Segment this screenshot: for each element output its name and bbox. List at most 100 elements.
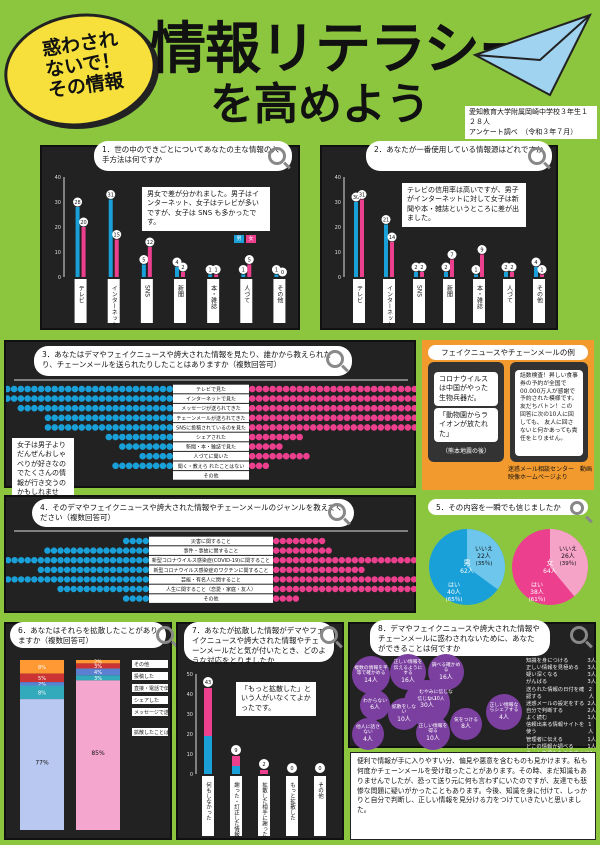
stack-segment bbox=[76, 660, 120, 664]
dot-female bbox=[370, 385, 378, 393]
bar-value-bubble bbox=[112, 230, 122, 239]
bar-value: 2 bbox=[181, 265, 184, 271]
bar bbox=[474, 274, 478, 277]
dot-male bbox=[83, 576, 90, 583]
dot-female bbox=[323, 385, 331, 393]
row-label: SNSに投稿されているのを見た bbox=[176, 424, 246, 431]
dot-female bbox=[262, 424, 270, 431]
q8-list-item: 管理者に伝える 1人 bbox=[526, 737, 596, 744]
dot-male bbox=[77, 547, 84, 554]
dot-female bbox=[357, 385, 364, 393]
dot-female bbox=[377, 404, 385, 412]
dot-male bbox=[142, 547, 149, 554]
dot-male bbox=[64, 404, 72, 412]
stack-pct: 3% bbox=[94, 676, 102, 682]
bar-value-bubble bbox=[477, 245, 487, 254]
q7-chart: 0 10 20 30 40 50 43 何もしなかった 9 謝った・訂正した情報を調べた 2 拡散した… bbox=[187, 672, 326, 840]
q7-panel: 7．あなたが拡散した情報がデマやフェイクニュースや誇大された情報やチェーンメール… bbox=[176, 622, 344, 840]
bar bbox=[108, 199, 113, 277]
dot-female bbox=[249, 443, 256, 450]
legend-label: シェアした bbox=[134, 698, 159, 704]
dot-female bbox=[350, 395, 358, 402]
dot-male bbox=[91, 404, 99, 412]
dot-male bbox=[70, 566, 77, 573]
q1-title: 1．世の中のできごとについてあなたの主な情報の入手方法は何ですか bbox=[94, 141, 292, 171]
dot-male bbox=[146, 385, 153, 393]
dot-male bbox=[10, 395, 18, 402]
dot-female bbox=[262, 414, 270, 422]
dot-female bbox=[391, 414, 398, 422]
bar-value: 1 bbox=[474, 268, 477, 274]
dot-male bbox=[125, 462, 133, 470]
dot-male bbox=[17, 404, 25, 412]
bar bbox=[208, 274, 213, 277]
bar-value: 31 bbox=[108, 193, 114, 199]
dot-female bbox=[345, 566, 352, 573]
dot-male bbox=[136, 547, 143, 554]
dot-male bbox=[142, 576, 149, 583]
dot-female bbox=[262, 385, 270, 393]
dot-male bbox=[71, 395, 79, 402]
dot-female bbox=[286, 566, 293, 573]
bar-value-bubble bbox=[139, 255, 149, 264]
dot-female bbox=[343, 414, 351, 422]
dot-female bbox=[404, 385, 412, 393]
category-label-box bbox=[207, 279, 220, 323]
dot-female bbox=[279, 547, 286, 554]
bar-value: 31 bbox=[359, 193, 365, 199]
bar-value: 1 bbox=[209, 268, 212, 274]
dot-female bbox=[350, 404, 358, 412]
dot-male bbox=[129, 585, 136, 593]
dot-male bbox=[24, 395, 31, 402]
dot-female bbox=[282, 385, 290, 393]
stack-segment bbox=[20, 673, 64, 683]
dot-male bbox=[85, 395, 92, 402]
dot-female bbox=[312, 585, 319, 593]
row-label-box bbox=[149, 546, 273, 555]
category-label-box bbox=[443, 279, 455, 323]
legend-box bbox=[132, 660, 168, 668]
dot-female bbox=[377, 585, 385, 593]
q1-panel: 1．世の中のできごとについてあなたの主な情報の入手方法は何ですか 男女で差が分か… bbox=[40, 141, 300, 330]
dot-male bbox=[152, 395, 160, 402]
dot-female bbox=[269, 395, 276, 402]
dot-female bbox=[289, 424, 297, 431]
bar-value-bubble bbox=[211, 265, 221, 274]
category-label: SNS bbox=[143, 285, 150, 297]
dot-female bbox=[299, 576, 306, 583]
dot-male bbox=[119, 424, 126, 431]
dot-female bbox=[276, 414, 283, 422]
bar bbox=[241, 274, 246, 277]
dot-female bbox=[404, 576, 411, 583]
dot-male bbox=[146, 404, 153, 412]
dot-female bbox=[345, 557, 352, 564]
row-label: テレビで見た bbox=[196, 386, 226, 393]
dot-female bbox=[296, 385, 303, 393]
dot-female bbox=[289, 452, 297, 460]
bar-value-bubble bbox=[357, 190, 367, 199]
dot-male bbox=[122, 576, 130, 583]
dot-male bbox=[77, 566, 84, 573]
female-no-label: いいえ bbox=[559, 546, 577, 553]
dot-female bbox=[273, 547, 280, 554]
row-label: その他 bbox=[203, 472, 218, 479]
q4-title: 4．そのデマやフェイクニュースや誇大された情報やチェーンメールのジャンルを教えて… bbox=[32, 499, 354, 527]
tick-label: 30 bbox=[187, 712, 193, 718]
row-label: メッセージが送られてきた bbox=[181, 405, 241, 412]
q4-chart: 災害に関すること事件・事故に関すること新型コロナウイルス感染症(COVID-19… bbox=[6, 530, 416, 603]
category-label: その他 bbox=[317, 782, 324, 800]
dot-female bbox=[391, 424, 398, 431]
category-label-box bbox=[353, 279, 365, 323]
category-label-box bbox=[383, 279, 395, 323]
female-total: 64人 bbox=[543, 568, 557, 575]
dot-male bbox=[152, 462, 160, 470]
dot-male bbox=[44, 395, 52, 402]
bar-value: 14 bbox=[389, 235, 395, 241]
dot-female bbox=[303, 424, 310, 431]
dot-female bbox=[299, 566, 306, 573]
dot-male bbox=[103, 566, 110, 573]
dot-male bbox=[152, 452, 160, 460]
q8-list-item: よく読む 1人 bbox=[526, 715, 596, 722]
bar bbox=[81, 227, 86, 277]
dot-female bbox=[305, 547, 313, 554]
